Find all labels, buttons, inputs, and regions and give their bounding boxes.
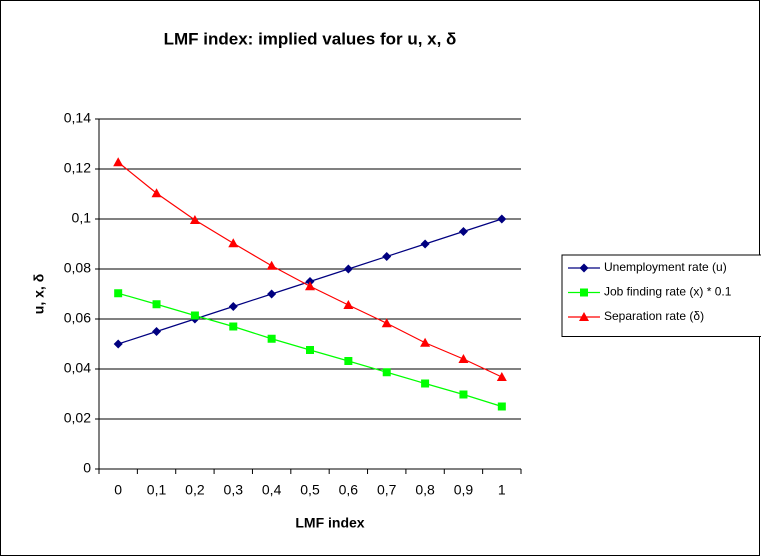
legend-text: Separation rate (δ) bbox=[604, 309, 704, 323]
marker bbox=[420, 337, 431, 347]
marker bbox=[266, 260, 277, 270]
marker bbox=[267, 289, 277, 299]
marker bbox=[381, 318, 392, 328]
marker bbox=[420, 239, 430, 249]
marker bbox=[189, 215, 200, 224]
y-tick-label: 0,06 bbox=[64, 310, 91, 326]
marker bbox=[190, 311, 199, 320]
x-tick-label: 0,3 bbox=[224, 482, 244, 498]
y-tick-label: 0,1 bbox=[72, 210, 92, 226]
marker bbox=[579, 263, 589, 273]
x-tick-label: 0 bbox=[114, 482, 122, 498]
x-tick-label: 0,4 bbox=[262, 482, 282, 498]
marker bbox=[228, 302, 238, 311]
legend-text: Unemployment rate (u) bbox=[604, 260, 727, 274]
marker bbox=[496, 372, 507, 381]
marker bbox=[343, 300, 354, 309]
x-tick-label: 0,2 bbox=[185, 482, 205, 498]
legend: Unemployment rate (u) Job finding rate (x… bbox=[561, 254, 761, 337]
marker bbox=[344, 357, 353, 365]
x-tick-label: 0,8 bbox=[415, 482, 435, 498]
marker bbox=[114, 289, 123, 298]
y-tick-label: 0,08 bbox=[64, 260, 91, 276]
x-tick-label: 0,9 bbox=[454, 482, 474, 498]
x-tick-label: 0,5 bbox=[300, 482, 320, 498]
marker bbox=[228, 238, 239, 248]
y-tick-label: 0,04 bbox=[64, 360, 91, 376]
marker bbox=[305, 281, 315, 291]
marker bbox=[306, 346, 314, 354]
marker bbox=[152, 327, 162, 336]
x-tick-label: 0,1 bbox=[147, 482, 167, 498]
marker bbox=[497, 214, 507, 224]
marker bbox=[580, 288, 588, 297]
marker bbox=[113, 157, 124, 167]
marker bbox=[152, 300, 161, 309]
y-tick-label: 0,12 bbox=[64, 160, 91, 176]
marker bbox=[382, 368, 391, 377]
marker bbox=[113, 339, 123, 349]
y-tick-label: 0 bbox=[83, 460, 91, 476]
chart-title: LMF index: implied values for u, x, δ bbox=[164, 29, 457, 48]
x-tick-label: 0,7 bbox=[377, 482, 397, 498]
y-tick-label: 0,14 bbox=[64, 110, 91, 126]
x-axis-title: LMF index bbox=[295, 515, 364, 531]
marker bbox=[579, 312, 589, 321]
marker bbox=[497, 402, 506, 411]
legend-text: Job finding rate (x) * 0.1 bbox=[604, 285, 732, 299]
marker bbox=[421, 379, 430, 388]
marker bbox=[343, 264, 353, 274]
marker bbox=[458, 354, 469, 363]
marker bbox=[151, 188, 162, 198]
y-axis-title: u, x, δ bbox=[31, 274, 47, 314]
x-tick-label: 0,6 bbox=[339, 482, 359, 498]
marker bbox=[382, 252, 392, 261]
marker bbox=[267, 334, 276, 343]
y-tick-label: 0,02 bbox=[64, 410, 91, 426]
marker bbox=[458, 227, 468, 236]
marker bbox=[459, 390, 468, 399]
marker bbox=[229, 322, 238, 331]
x-tick-label: 1 bbox=[498, 482, 506, 498]
